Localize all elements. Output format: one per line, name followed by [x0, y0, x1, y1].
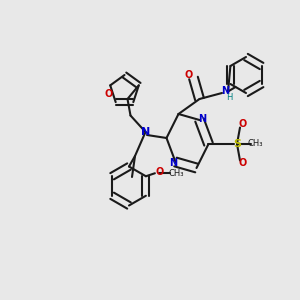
Text: CH₃: CH₃	[247, 140, 263, 148]
Text: H: H	[226, 93, 233, 102]
Text: O: O	[239, 119, 247, 130]
Text: O: O	[104, 89, 112, 99]
Text: O: O	[239, 158, 247, 169]
Text: N: N	[198, 113, 206, 124]
Text: CH₃: CH₃	[168, 169, 184, 178]
Text: N: N	[221, 86, 229, 97]
Text: O: O	[155, 167, 164, 177]
Text: S: S	[233, 139, 241, 149]
Text: N: N	[141, 127, 150, 137]
Text: O: O	[185, 70, 193, 80]
Text: N: N	[169, 158, 177, 169]
